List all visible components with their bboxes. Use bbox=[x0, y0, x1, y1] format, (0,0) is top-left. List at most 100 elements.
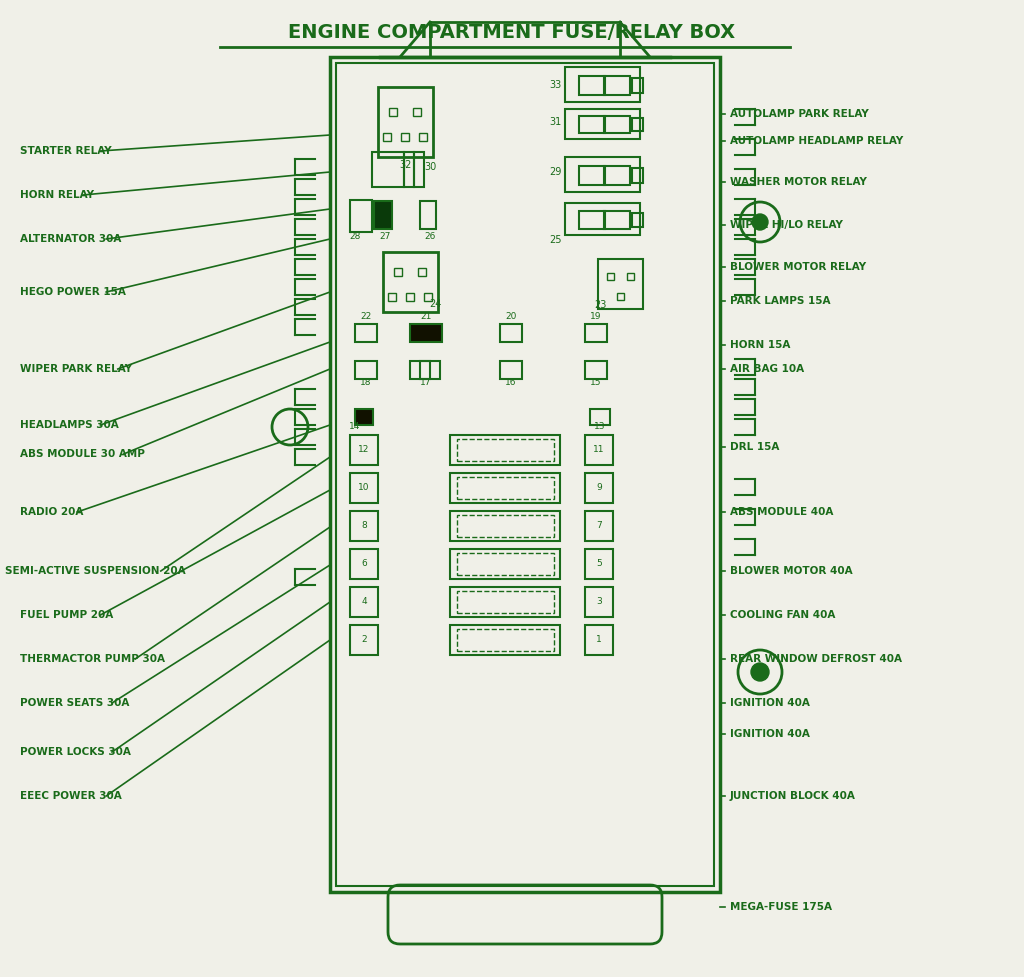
Text: 3: 3 bbox=[596, 598, 602, 607]
Text: 28: 28 bbox=[349, 232, 360, 241]
Text: 21: 21 bbox=[420, 312, 432, 321]
Bar bbox=[457, 553, 554, 575]
Bar bbox=[632, 78, 643, 93]
Bar bbox=[632, 213, 643, 227]
Bar bbox=[579, 116, 605, 133]
Text: COOLING FAN 40A: COOLING FAN 40A bbox=[730, 610, 836, 620]
Bar bbox=[450, 587, 560, 617]
Circle shape bbox=[752, 214, 768, 230]
Text: 15: 15 bbox=[590, 378, 602, 387]
Text: THERMACTOR PUMP 30A: THERMACTOR PUMP 30A bbox=[20, 654, 165, 664]
Text: POWER SEATS 30A: POWER SEATS 30A bbox=[20, 698, 129, 708]
Bar bbox=[414, 152, 424, 187]
Text: 1: 1 bbox=[596, 635, 602, 645]
Bar bbox=[565, 157, 640, 192]
Text: 7: 7 bbox=[596, 522, 602, 531]
Bar bbox=[374, 201, 392, 229]
Bar bbox=[457, 515, 554, 537]
Text: 25: 25 bbox=[549, 235, 561, 245]
Bar bbox=[350, 625, 378, 655]
Bar bbox=[585, 549, 613, 579]
Text: ALTERNATOR 30A: ALTERNATOR 30A bbox=[20, 234, 122, 244]
Text: 14: 14 bbox=[349, 422, 360, 431]
Bar bbox=[616, 292, 624, 300]
Text: 16: 16 bbox=[505, 378, 517, 387]
Text: 13: 13 bbox=[594, 422, 606, 431]
Text: REAR WINDOW DEFROST 40A: REAR WINDOW DEFROST 40A bbox=[730, 654, 902, 664]
Bar bbox=[565, 109, 640, 139]
Bar bbox=[394, 268, 402, 276]
Bar bbox=[450, 473, 560, 503]
Bar bbox=[500, 361, 522, 379]
Text: 32: 32 bbox=[398, 160, 412, 170]
Text: WIPER PARK RELAY: WIPER PARK RELAY bbox=[20, 364, 132, 374]
Bar bbox=[585, 435, 613, 465]
Bar bbox=[457, 629, 554, 651]
Bar bbox=[604, 166, 630, 185]
Text: 11: 11 bbox=[593, 446, 605, 454]
Text: 19: 19 bbox=[590, 312, 602, 321]
Text: 22: 22 bbox=[360, 312, 372, 321]
Bar bbox=[632, 118, 643, 131]
Text: EEEC POWER 30A: EEEC POWER 30A bbox=[20, 791, 122, 801]
Bar bbox=[450, 549, 560, 579]
Text: 5: 5 bbox=[596, 560, 602, 569]
Bar bbox=[355, 324, 377, 342]
Text: 8: 8 bbox=[361, 522, 367, 531]
Bar bbox=[585, 324, 607, 342]
Bar bbox=[579, 166, 605, 185]
Bar bbox=[383, 133, 391, 141]
Bar bbox=[410, 361, 440, 379]
Text: 26: 26 bbox=[424, 232, 435, 241]
Bar bbox=[585, 625, 613, 655]
Text: AIR BAG 10A: AIR BAG 10A bbox=[730, 364, 804, 374]
Text: AUTOLAMP HEADLAMP RELAY: AUTOLAMP HEADLAMP RELAY bbox=[730, 136, 903, 146]
Bar bbox=[579, 76, 605, 95]
Text: IGNITION 40A: IGNITION 40A bbox=[730, 698, 810, 708]
Text: JUNCTION BLOCK 40A: JUNCTION BLOCK 40A bbox=[730, 791, 856, 801]
Bar bbox=[604, 116, 630, 133]
Bar bbox=[565, 203, 640, 235]
Bar bbox=[604, 76, 630, 95]
Bar bbox=[604, 211, 630, 229]
Circle shape bbox=[751, 663, 769, 681]
Bar bbox=[355, 361, 377, 379]
Bar bbox=[585, 361, 607, 379]
Bar bbox=[406, 293, 414, 301]
Text: HORN RELAY: HORN RELAY bbox=[20, 190, 94, 200]
Text: 31: 31 bbox=[549, 117, 561, 127]
Text: 12: 12 bbox=[358, 446, 370, 454]
Bar bbox=[418, 268, 426, 276]
Bar bbox=[410, 324, 442, 342]
Text: HEGO POWER 15A: HEGO POWER 15A bbox=[20, 287, 126, 297]
Bar bbox=[585, 587, 613, 617]
Text: 2: 2 bbox=[361, 635, 367, 645]
Bar bbox=[419, 133, 427, 141]
Text: DRL 15A: DRL 15A bbox=[730, 442, 779, 452]
Bar bbox=[450, 511, 560, 541]
Bar bbox=[350, 587, 378, 617]
Text: 4: 4 bbox=[361, 598, 367, 607]
Bar bbox=[597, 259, 642, 309]
Bar bbox=[579, 211, 605, 229]
Bar bbox=[389, 108, 397, 116]
Text: POWER LOCKS 30A: POWER LOCKS 30A bbox=[20, 747, 131, 757]
Bar bbox=[404, 152, 414, 187]
Bar bbox=[424, 293, 432, 301]
Bar bbox=[401, 133, 409, 141]
Bar bbox=[632, 168, 643, 183]
Bar bbox=[420, 201, 436, 229]
Text: ABS MODULE 40A: ABS MODULE 40A bbox=[730, 507, 834, 517]
Text: 20: 20 bbox=[505, 312, 517, 321]
Bar bbox=[413, 108, 421, 116]
Text: PARK LAMPS 15A: PARK LAMPS 15A bbox=[730, 296, 830, 306]
Text: AUTOLAMP PARK RELAY: AUTOLAMP PARK RELAY bbox=[730, 109, 868, 119]
Bar bbox=[627, 273, 634, 279]
Text: IGNITION 40A: IGNITION 40A bbox=[730, 729, 810, 739]
Text: 33: 33 bbox=[549, 80, 561, 90]
Text: MEGA-FUSE 175A: MEGA-FUSE 175A bbox=[730, 902, 831, 912]
Text: SEMI-ACTIVE SUSPENSION 20A: SEMI-ACTIVE SUSPENSION 20A bbox=[5, 566, 185, 576]
Bar bbox=[500, 324, 522, 342]
Bar bbox=[457, 477, 554, 499]
Bar bbox=[585, 511, 613, 541]
